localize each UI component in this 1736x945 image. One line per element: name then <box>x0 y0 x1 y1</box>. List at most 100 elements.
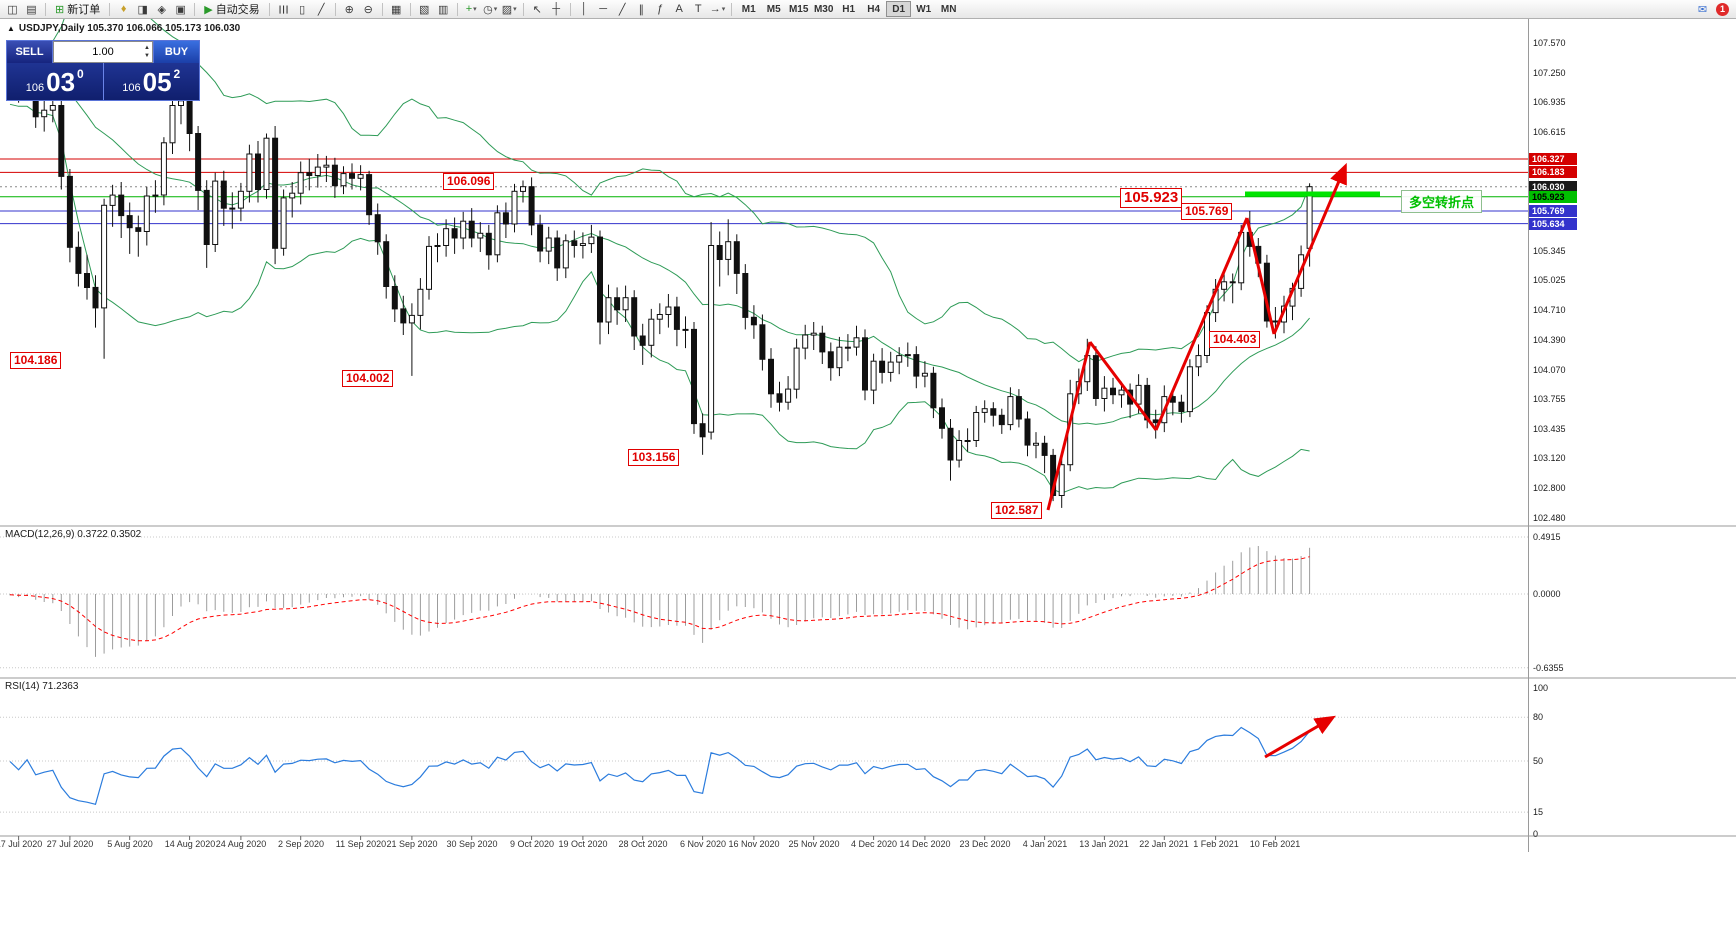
data-window-icon[interactable]: ◨ <box>133 1 152 18</box>
sell-price[interactable]: 106 03 0 <box>7 63 104 100</box>
toolbar-separator <box>456 2 458 16</box>
rsi-header: RSI(14) 71.2363 <box>5 681 79 692</box>
text-icon-glyph: A <box>675 3 683 15</box>
timeframe-m15-button[interactable]: M15 <box>788 4 809 15</box>
date-label: 19 Oct 2020 <box>558 839 608 849</box>
text-label-icon[interactable]: T <box>689 1 708 18</box>
notification-badge[interactable]: 1 <box>1716 2 1729 16</box>
volume-spinner[interactable]: ▲ ▼ <box>144 44 150 60</box>
tile-windows-icon[interactable]: ▦ <box>387 1 406 18</box>
price-callout[interactable]: 105.769 <box>1181 203 1233 220</box>
indicators-icon[interactable]: + ▾ <box>462 1 481 18</box>
price-axis-label: 105.345 <box>1533 246 1566 256</box>
cascade-windows-icon[interactable]: ▧ <box>415 1 434 18</box>
fibonacci-icon[interactable]: ƒ <box>651 1 670 18</box>
price-marker-current: 106.030 <box>1529 181 1577 193</box>
arrows-icon[interactable]: → ▾ <box>708 1 728 18</box>
templates-icon[interactable]: ▨ ▾ <box>500 1 519 18</box>
buy-button[interactable]: BUY <box>153 41 199 63</box>
price-callout[interactable]: 103.156 <box>628 449 680 466</box>
toolbar-separator <box>45 2 46 16</box>
spin-down-icon[interactable]: ▼ <box>144 53 150 59</box>
price-marker-red: 106.183 <box>1529 166 1577 178</box>
volume-value: 1.00 <box>92 46 114 58</box>
zoom-out-icon[interactable]: ⊖ <box>359 1 378 18</box>
toolbar-separator <box>409 2 411 16</box>
date-label: 10 Feb 2021 <box>1249 839 1301 849</box>
panel-separators[interactable] <box>0 19 1736 852</box>
price-callout[interactable]: 105.923 <box>1120 188 1183 208</box>
timeframe-d1-button[interactable]: D1 <box>886 1 912 17</box>
mail-icon[interactable]: ✉ <box>1697 3 1708 16</box>
profiles-icon-glyph: ▤ <box>26 3 37 16</box>
crosshair-icon-glyph: ┼ <box>552 3 561 15</box>
date-label: 14 Dec 2020 <box>899 839 951 849</box>
price-callout[interactable]: 104.403 <box>1209 331 1261 348</box>
arrange-windows-icon[interactable]: ▥ <box>434 1 453 18</box>
main-toolbar: ◫ ▤ ⊞ 新订单 ♦ ◨ ◈ ▣ ▶ 自动交易 ☰ ▯ ╱ ⊕ ⊖ ▦ ▧ ▥ + ▾ ◷ ▾ ▨ ▾ ↖ ┼ │ ─ ╱ ∥ ƒ A T → ▾… <box>0 0 1736 19</box>
timeframe-h1-button[interactable]: H1 <box>842 4 856 15</box>
price-axis-label: 103.120 <box>1533 453 1566 463</box>
templates-icon-glyph: ▨ <box>501 3 513 16</box>
date-label: 13 Jan 2021 <box>1079 839 1129 849</box>
toolbar-separator <box>268 2 270 16</box>
bar-chart-icon[interactable]: ☰ <box>274 1 293 18</box>
sell-button[interactable]: SELL <box>7 41 53 63</box>
rsi-axis-label: 50 <box>1533 756 1544 766</box>
date-label: 24 Aug 2020 <box>215 839 267 849</box>
date-label: 17 Jul 2020 <box>0 839 43 849</box>
price-marker-red: 106.327 <box>1529 153 1577 165</box>
crosshair-icon[interactable]: ┼ <box>547 1 566 18</box>
price-axis-label: 107.250 <box>1533 68 1566 78</box>
timeframe-h4-button[interactable]: H4 <box>867 4 881 15</box>
autotrade-button[interactable]: ▶ 自动交易 <box>199 1 264 18</box>
turning-point-label[interactable]: 多空转折点 <box>1401 190 1483 213</box>
buy-price-pip: 2 <box>173 67 181 81</box>
market-watch-icon[interactable]: ♦ <box>114 1 133 18</box>
bar-chart-icon-glyph: ☰ <box>276 4 289 14</box>
price-axis-label: 107.570 <box>1533 38 1566 48</box>
volume-input[interactable]: 1.00 ▲ ▼ <box>53 41 153 63</box>
tile-windows-icon-glyph: ▦ <box>390 3 402 16</box>
macd-axis-label: 0.4915 <box>1533 532 1561 542</box>
price-axis-label: 106.615 <box>1533 127 1566 137</box>
date-label: 22 Jan 2021 <box>1139 839 1189 849</box>
text-icon[interactable]: A <box>670 1 689 18</box>
new-order-button[interactable]: ⊞ 新订单 <box>50 1 105 18</box>
periods-icon[interactable]: ◷ ▾ <box>481 1 500 18</box>
date-label: 23 Dec 2020 <box>959 839 1011 849</box>
terminal-icon[interactable]: ▣ <box>171 1 190 18</box>
cursor-icon[interactable]: ↖ <box>528 1 547 18</box>
spin-up-icon[interactable]: ▲ <box>144 45 150 51</box>
price-callout[interactable]: 104.002 <box>342 370 394 387</box>
price-callout[interactable]: 102.587 <box>991 502 1043 519</box>
dropdown-caret-icon: ▾ <box>721 6 726 13</box>
vertical-line-icon[interactable]: │ <box>575 1 594 18</box>
horizontal-line-icon[interactable]: ─ <box>594 1 613 18</box>
navigator-icon[interactable]: ◈ <box>152 1 171 18</box>
horizontal-price-lines[interactable] <box>0 158 1528 225</box>
macd-header: MACD(12,26,9) 0.3722 0.3502 <box>5 529 142 540</box>
trendline-icon[interactable]: ╱ <box>613 1 632 18</box>
timeframe-w1-button[interactable]: W1 <box>916 4 932 15</box>
timeframe-mn-button[interactable]: MN <box>940 4 957 15</box>
one-click-collapse-icon[interactable]: ▲ <box>7 24 15 33</box>
rsi-trend-arrow[interactable] <box>1264 715 1336 759</box>
new-chart-icon[interactable]: ◫ <box>3 1 22 18</box>
timeframe-m1-button[interactable]: M1 <box>741 4 756 15</box>
candlestick-chart-icon[interactable]: ▯ <box>293 1 312 18</box>
one-click-trading-panel: SELL 1.00 ▲ ▼ BUY 106 03 0 106 05 2 <box>6 40 200 101</box>
price-callout[interactable]: 104.186 <box>10 352 62 369</box>
timeframe-m5-button[interactable]: M5 <box>766 4 781 15</box>
channel-icon[interactable]: ∥ <box>632 1 651 18</box>
timeframe-m30-button[interactable]: M30 <box>813 4 834 15</box>
price-callout[interactable]: 106.096 <box>443 173 495 190</box>
buy-price[interactable]: 106 05 2 <box>104 63 200 100</box>
profiles-icon[interactable]: ▤ <box>22 1 41 18</box>
line-chart-icon[interactable]: ╱ <box>312 1 331 18</box>
date-label: 6 Nov 2020 <box>679 839 727 849</box>
trend-arrows[interactable] <box>1046 162 1347 511</box>
date-label: 16 Nov 2020 <box>728 839 780 849</box>
zoom-in-icon[interactable]: ⊕ <box>340 1 359 18</box>
